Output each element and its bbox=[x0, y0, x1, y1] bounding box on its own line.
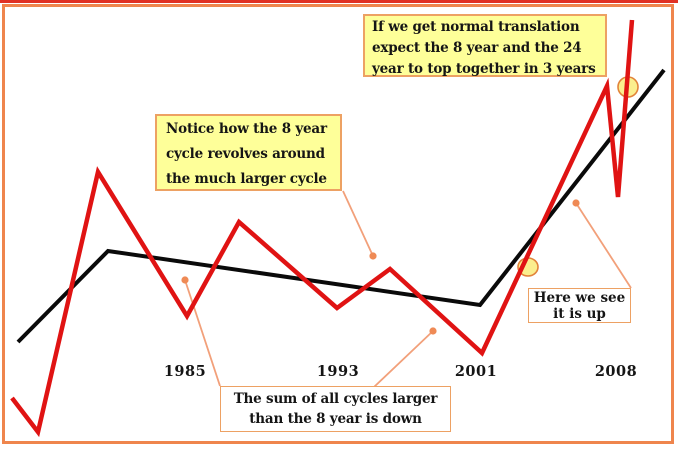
x-label-2008: 2008 bbox=[594, 363, 638, 380]
x-label-2001: 2001 bbox=[454, 363, 498, 380]
annotation-if-normal-translation: If we get normal translation expect the … bbox=[363, 14, 607, 77]
outer-frame bbox=[2, 4, 674, 444]
annotation-line: cycle revolves around bbox=[166, 146, 325, 162]
larger-cycle-sum-line bbox=[16, 68, 666, 344]
x-label-1985: 1985 bbox=[163, 363, 207, 380]
annotation-line: than the 8 year is down bbox=[249, 411, 422, 427]
annotation-line: expect the 8 year and the 24 bbox=[372, 40, 582, 56]
annotation-line: Here we see bbox=[533, 290, 626, 306]
here-box-leader-dot bbox=[572, 199, 580, 207]
sum-box-right-leader-dot bbox=[429, 327, 437, 335]
annotation-line: the much larger cycle bbox=[166, 171, 327, 187]
notice-box-leader bbox=[342, 190, 374, 257]
x-label-1993: 1993 bbox=[316, 363, 360, 380]
annotation-notice-8-year-cycle: Notice how the 8 year cycle revolves aro… bbox=[155, 114, 342, 191]
here-box-leader bbox=[575, 202, 632, 289]
sum-box-left-leader bbox=[184, 279, 221, 387]
annotation-sum-of-cycles-down: The sum of all cycles larger than the 8 … bbox=[220, 386, 451, 432]
top-red-strip bbox=[0, 0, 678, 3]
annotation-here-we-see-up: Here we see it is up bbox=[528, 288, 631, 323]
annotation-line: year to top together in 3 years bbox=[372, 61, 596, 77]
eight-year-cycle-line bbox=[10, 19, 635, 438]
annotation-line: The sum of all cycles larger bbox=[233, 391, 438, 407]
sum-box-right-leader bbox=[373, 330, 434, 388]
annotation-line: it is up bbox=[553, 306, 606, 322]
sum-box-left-leader-dot bbox=[181, 276, 189, 284]
annotation-line: If we get normal translation bbox=[372, 19, 580, 35]
annotation-line: Notice how the 8 year bbox=[166, 121, 327, 137]
notice-box-leader-dot bbox=[369, 252, 377, 260]
